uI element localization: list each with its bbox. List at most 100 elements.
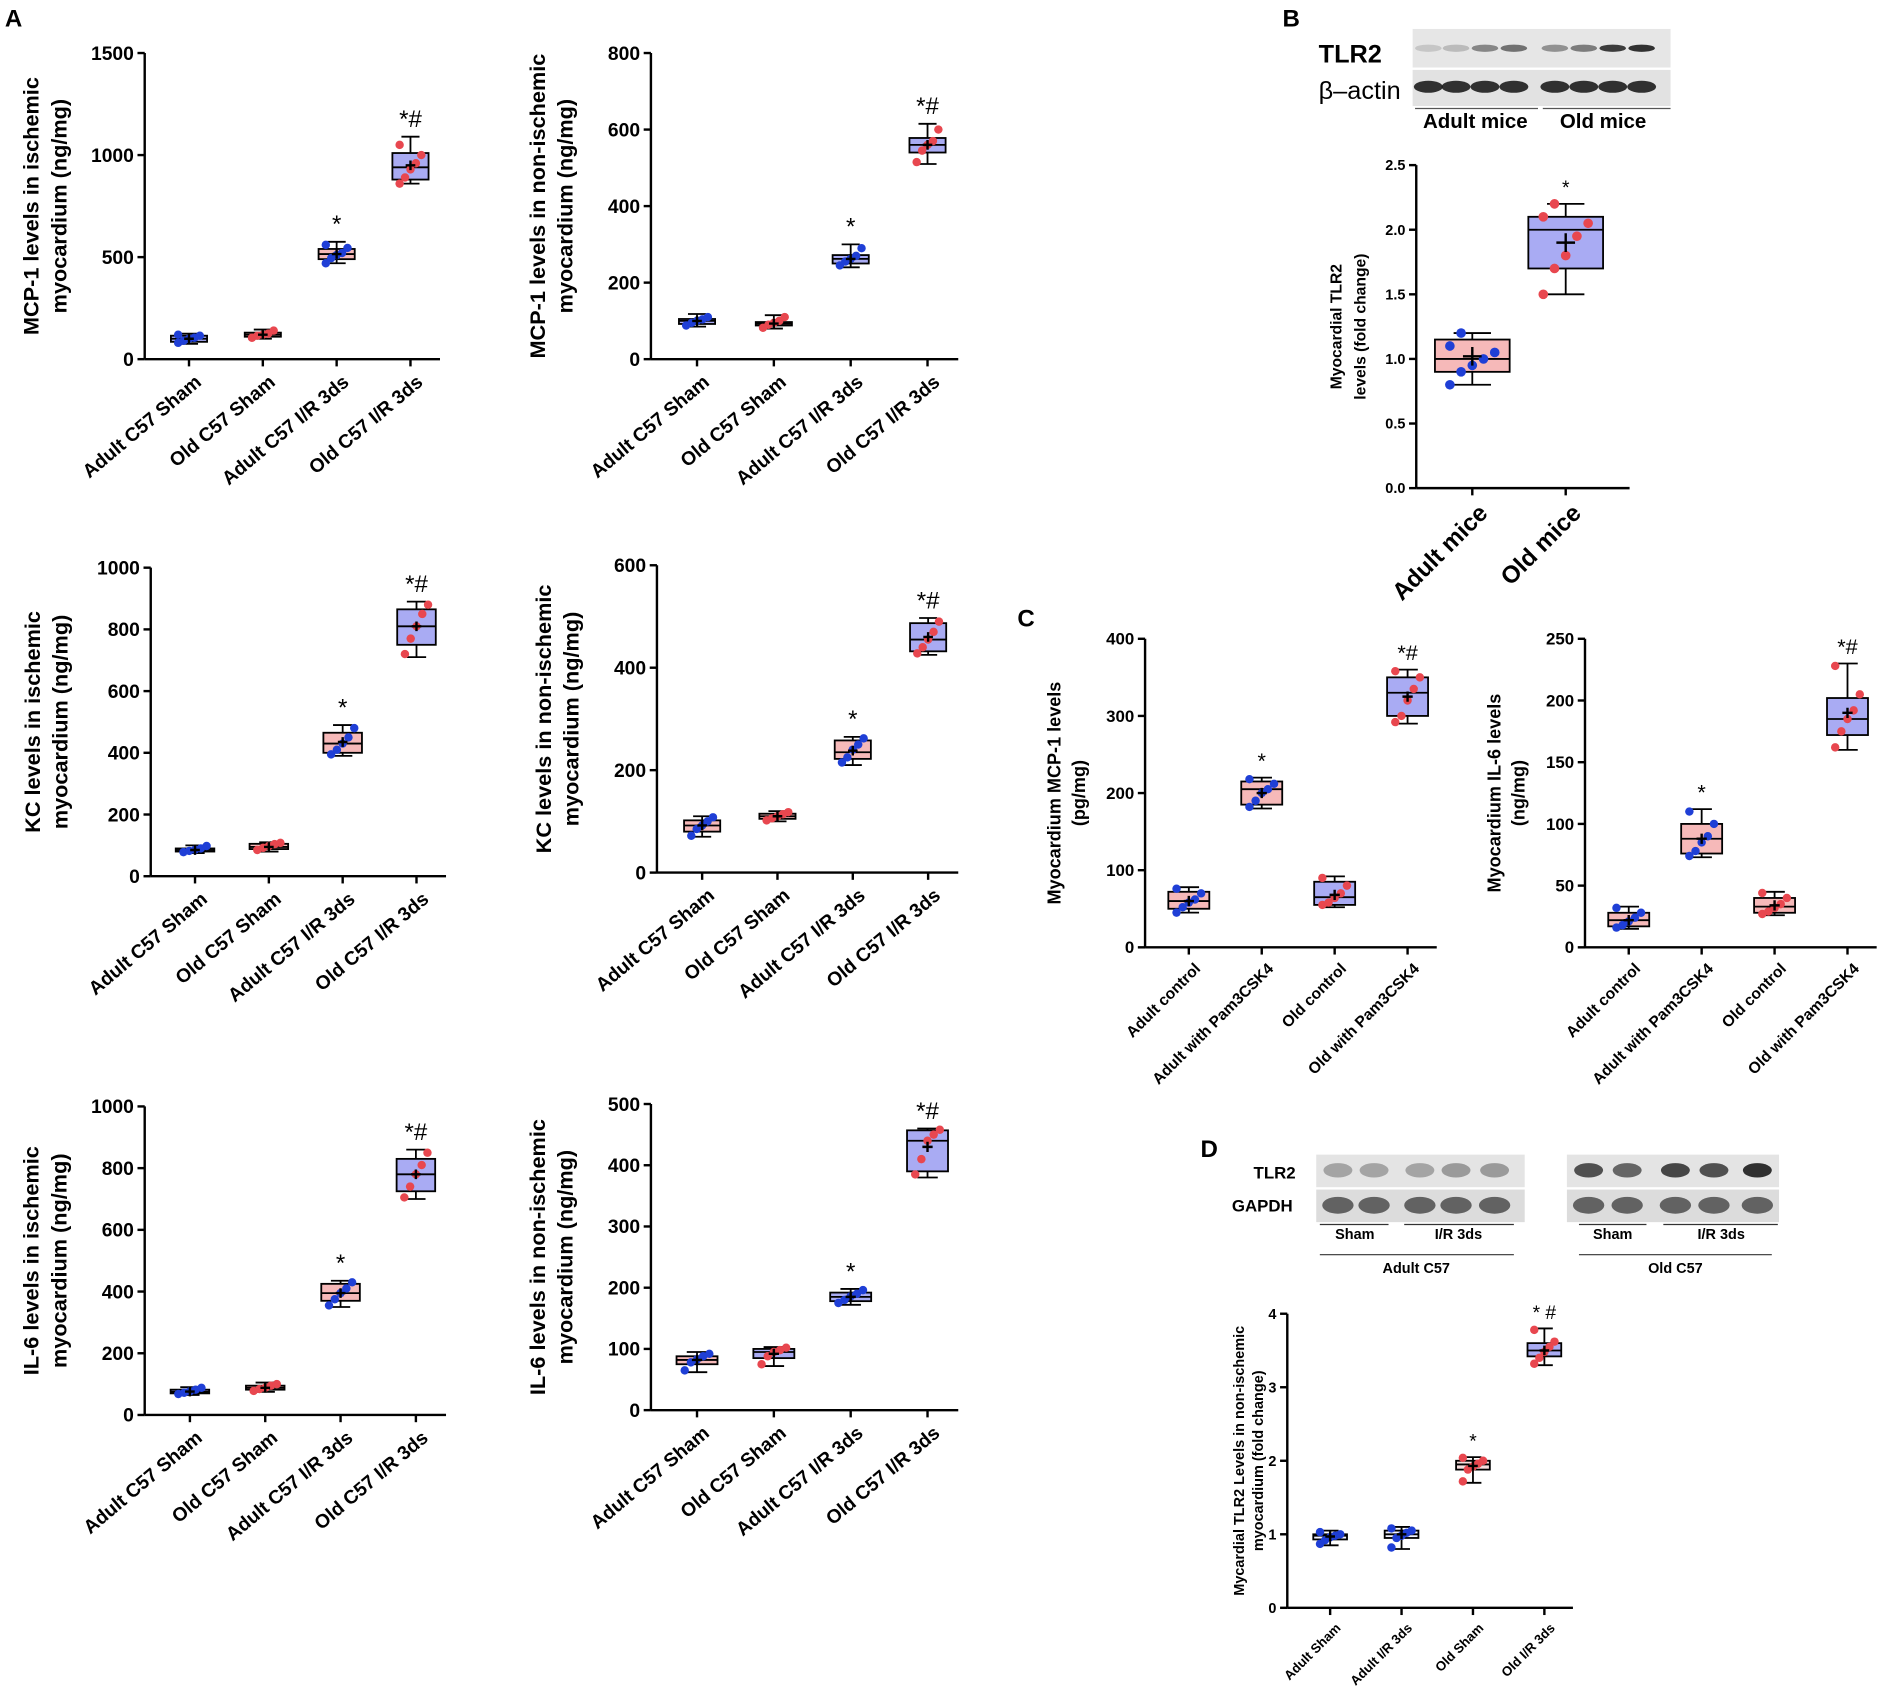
data-point [1387, 1524, 1396, 1533]
chart: 0 1 2 3 4 Mycardial TLR2 Levels in non-ischem… [1232, 1303, 1573, 1688]
y-axis-label: MCP-1 levels in ischemic [19, 77, 44, 335]
mean-marker [922, 1141, 933, 1152]
data-point [195, 331, 205, 340]
data-point [1336, 1530, 1345, 1539]
annotation: *# [916, 93, 939, 120]
blot-lane-label: I/R 3ds [1435, 1227, 1482, 1243]
x-tick-label: Adult C57 I/R 3ds [733, 1423, 868, 1541]
mean-marker [260, 1382, 271, 1393]
data-point [272, 1379, 282, 1389]
mean-marker [405, 160, 416, 171]
blot-band [1572, 1196, 1605, 1214]
y-tick-label: 1000 [97, 558, 140, 579]
data-point [269, 326, 278, 335]
x-tick-label: Adult C57 I/R 3ds [733, 372, 868, 490]
data-point [417, 150, 426, 160]
y-tick-label: 0 [1268, 1601, 1276, 1617]
y-tick-label: 100 [1546, 815, 1574, 834]
data-point [917, 146, 927, 155]
blot-row-label: β–actin [1319, 77, 1401, 105]
blot-band [1574, 1163, 1604, 1178]
data-point [929, 1130, 938, 1139]
panel-label: B [1282, 6, 1299, 33]
y-tick-label: 0.0 [1385, 481, 1405, 497]
y-tick-label: 0 [1565, 938, 1574, 957]
data-point [857, 243, 866, 253]
data-point [276, 838, 285, 848]
annotation: *# [917, 587, 940, 614]
data-point [843, 753, 852, 762]
data-point [197, 1383, 206, 1393]
chart: 0 50 100 150 200 250 Myocardium IL-6 levels (ng… [1485, 630, 1877, 1088]
x-tick-label: Adult C57 I/R 3ds [225, 889, 360, 1007]
y-tick-label: 200 [108, 805, 140, 826]
data-point [202, 841, 211, 851]
data-point [1685, 807, 1694, 816]
data-point [935, 1125, 945, 1134]
y-tick-label: 1000 [91, 146, 134, 167]
data-point [423, 1148, 432, 1157]
mean-marker [692, 316, 702, 326]
data-point [1387, 1543, 1396, 1552]
data-point [1251, 796, 1260, 805]
annotation: * [1258, 748, 1267, 773]
y-tick-label: 500 [102, 248, 134, 269]
data-point [395, 140, 404, 150]
data-point [400, 1193, 409, 1202]
mean-marker [1183, 895, 1194, 907]
data-point [1538, 211, 1549, 222]
data-point [854, 740, 863, 749]
y-tick-label: 400 [608, 197, 640, 218]
mean-marker [264, 842, 274, 852]
y-tick-label: 200 [614, 761, 646, 782]
data-point [687, 831, 696, 840]
blot-band [1470, 80, 1500, 93]
panel-label: D [1201, 1136, 1218, 1163]
blot-band [1598, 80, 1628, 93]
y-tick-label: 0 [123, 1406, 134, 1427]
blot-lane-label: I/R 3ds [1697, 1227, 1744, 1243]
data-point [1315, 1527, 1325, 1537]
mean-marker [1402, 691, 1413, 702]
data-point [1445, 379, 1455, 390]
data-point [1269, 779, 1279, 789]
mean-marker [331, 249, 342, 259]
y-tick-label: 200 [102, 1344, 134, 1365]
blot-strip [1412, 28, 1671, 68]
data-point [929, 627, 938, 637]
blot-band [1541, 44, 1569, 52]
mean-marker [190, 845, 200, 855]
y-axis-label: myocardium (fold change) [1251, 1370, 1267, 1551]
blot-group-label: Old C57 [1648, 1261, 1703, 1277]
data-point [1830, 661, 1840, 671]
mean-marker [922, 140, 933, 150]
data-point [1691, 846, 1700, 856]
mean-marker [772, 811, 783, 822]
annotation: *# [405, 1119, 428, 1146]
mean-marker [1842, 707, 1853, 718]
y-axis-label: IL-6 levels in ischemic [19, 1146, 44, 1375]
data-point [917, 1154, 926, 1164]
mean-marker [1539, 1345, 1550, 1356]
mean-marker [1696, 833, 1707, 844]
annotation: * [1469, 1431, 1477, 1452]
mean-marker [1769, 900, 1780, 911]
data-point [911, 1170, 920, 1179]
y-tick-label: 1500 [91, 44, 134, 65]
data-point [1456, 328, 1466, 338]
x-tick-label: Adult C57 I/R 3ds [735, 885, 870, 1003]
blot-band [1540, 80, 1570, 93]
data-point [1172, 908, 1181, 917]
y-axis-label: (ng/mg) [1509, 760, 1529, 826]
data-point [173, 330, 183, 339]
annotation: *# [1837, 634, 1858, 659]
chart: 0 100 200 300 400 500 IL-6 levels in non-ische… [525, 1095, 959, 1541]
data-point [918, 643, 927, 652]
mean-marker [697, 820, 707, 831]
blot-group-label: Old mice [1560, 110, 1646, 133]
x-tick-label: Old control [1279, 960, 1350, 1031]
blot-band [1359, 1163, 1389, 1178]
blot-band [1611, 1196, 1643, 1214]
data-point [1830, 743, 1840, 752]
data-point [1445, 341, 1455, 351]
